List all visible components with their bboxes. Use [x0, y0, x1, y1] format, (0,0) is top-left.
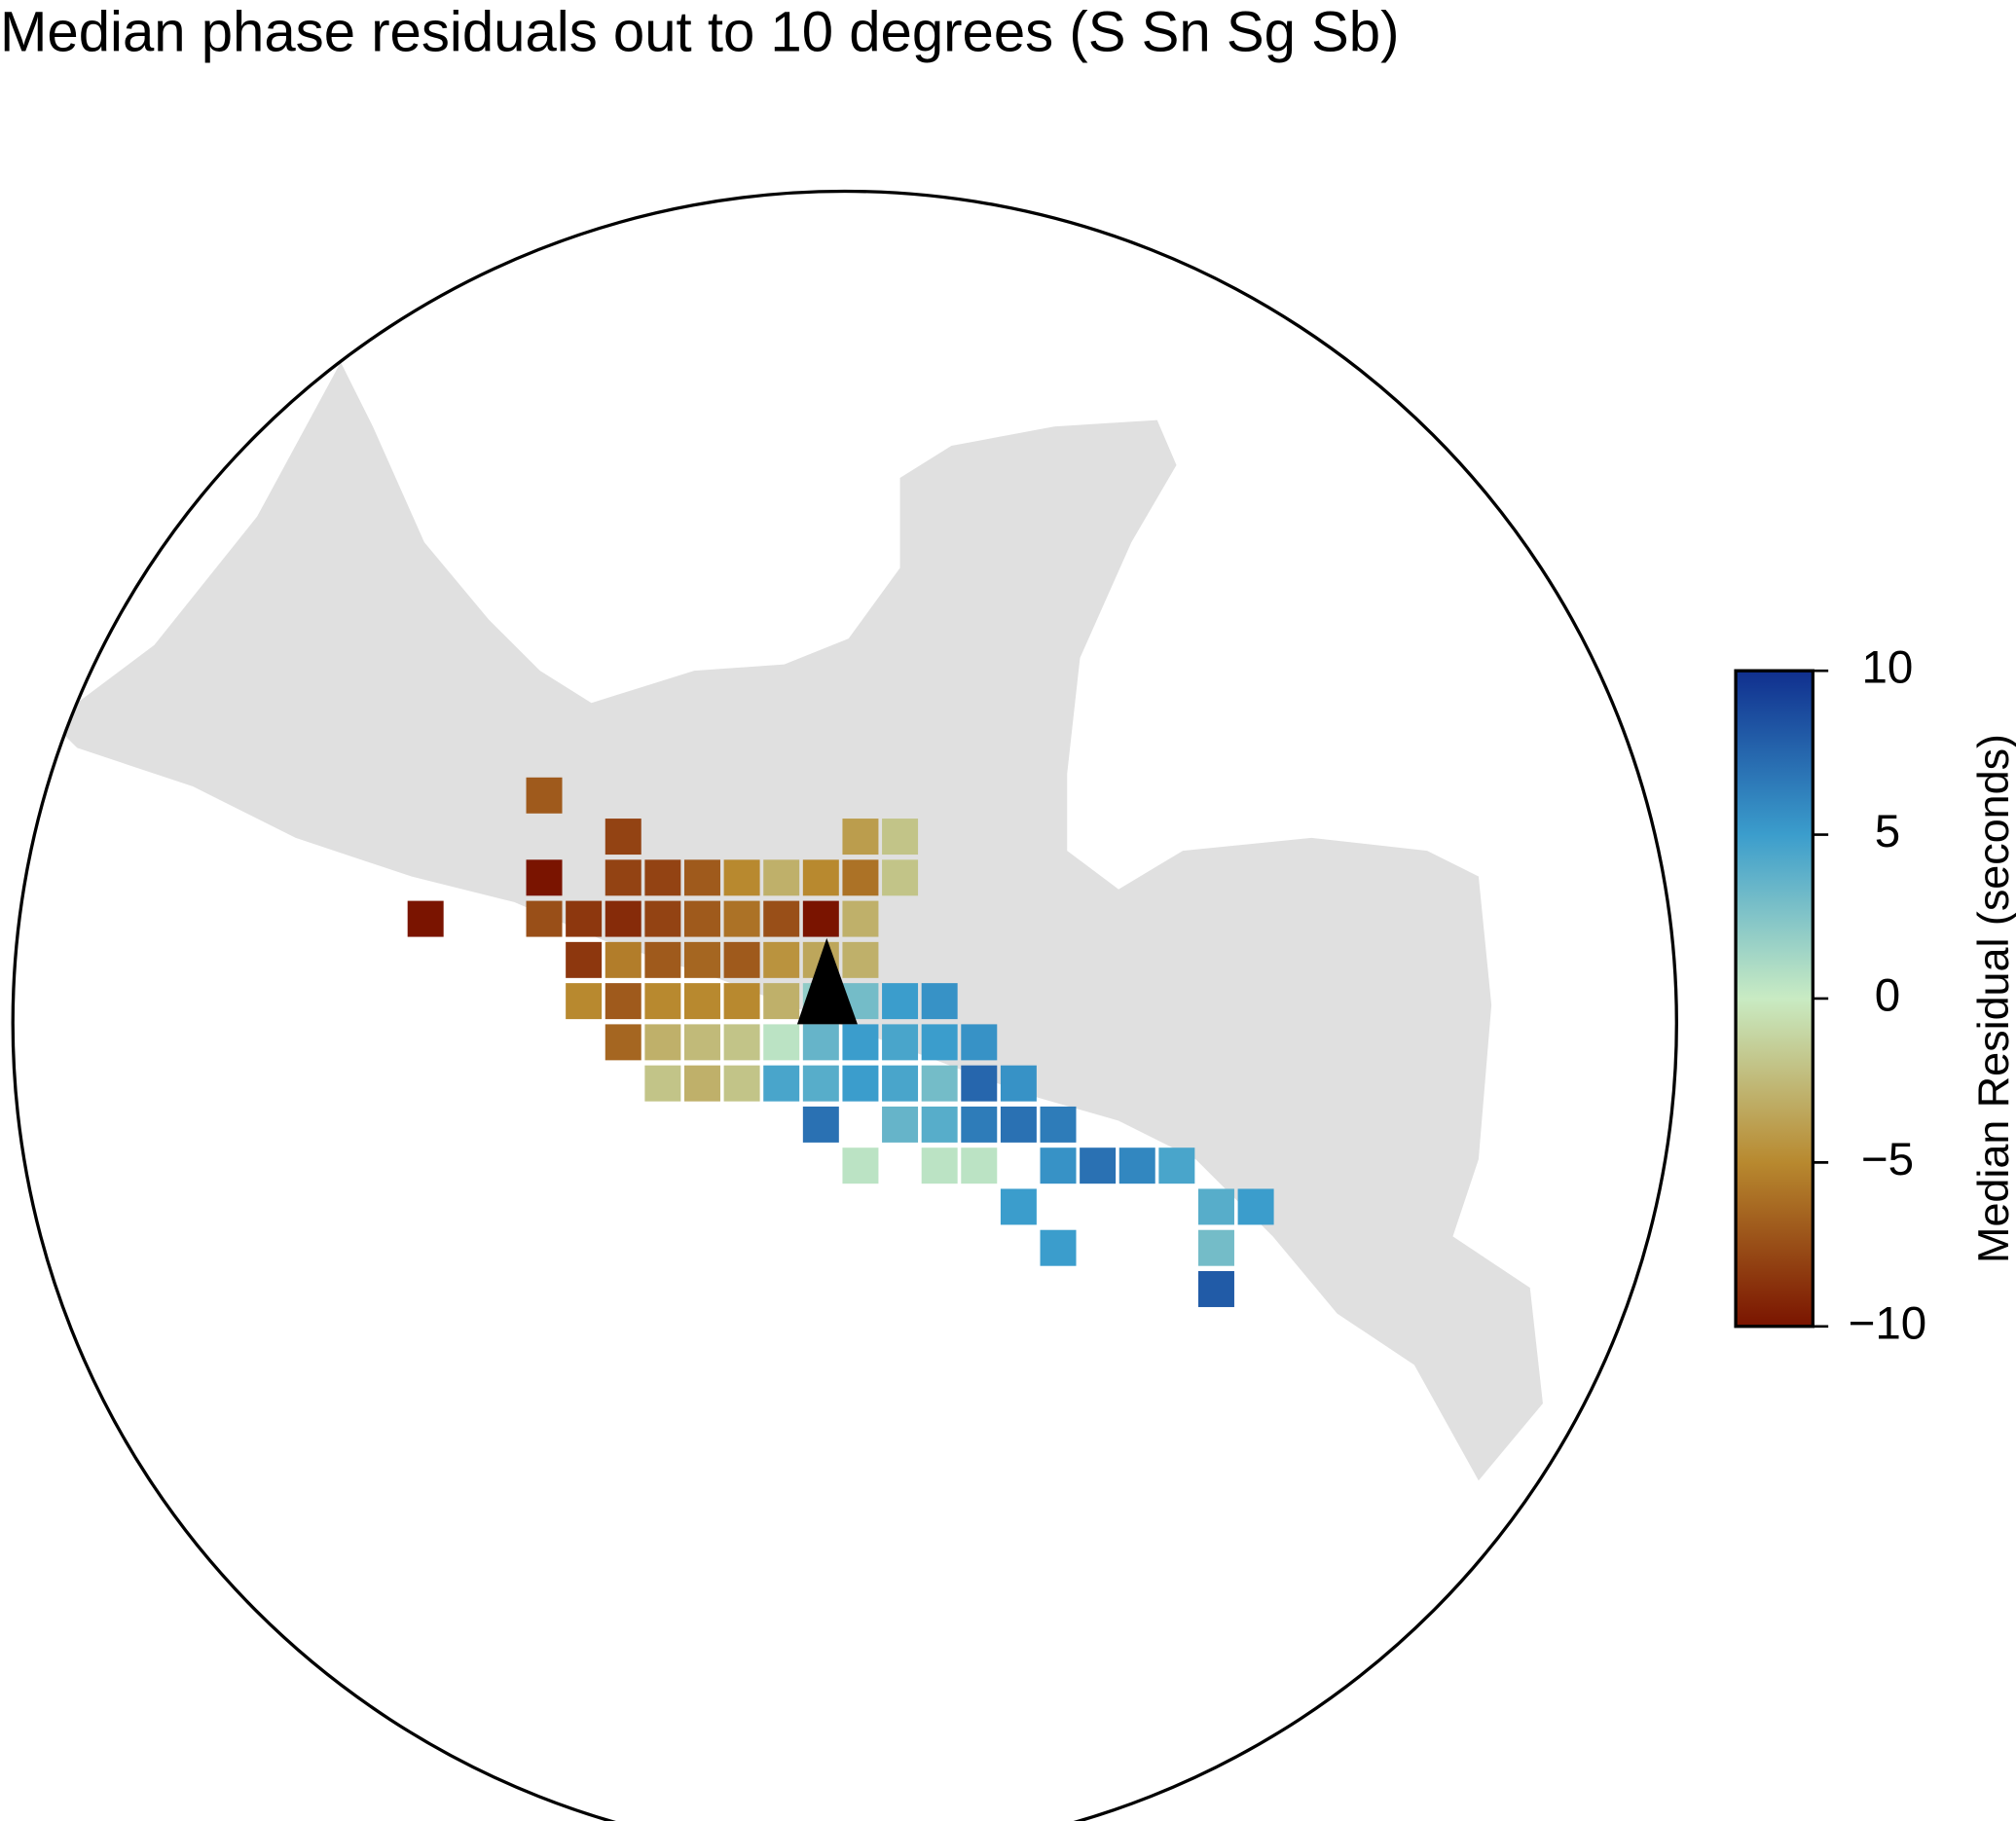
- grid-cell: [802, 1065, 839, 1102]
- grid-cell: [605, 900, 641, 937]
- grid-cell: [882, 983, 919, 1020]
- chart-title: Median phase residuals out to 10 degrees…: [0, 1, 1399, 64]
- map-frame: [11, 190, 1678, 1821]
- grid-cell: [605, 941, 641, 978]
- grid-cell: [842, 1024, 879, 1061]
- grid-cell: [1237, 1188, 1274, 1225]
- grid-cell: [605, 983, 641, 1020]
- grid-cell: [605, 859, 641, 896]
- grid-cell: [644, 1065, 681, 1102]
- grid-cell: [763, 1024, 800, 1061]
- grid-cell: [683, 1024, 720, 1061]
- grid-cell: [566, 941, 603, 978]
- grid-cell: [644, 941, 681, 978]
- grid-cell: [1000, 1188, 1037, 1225]
- grid-cell: [802, 1024, 839, 1061]
- grid-cell: [723, 859, 760, 896]
- grid-cell: [644, 900, 681, 937]
- colorbar-tick-label: −5: [1861, 1134, 1914, 1185]
- grid-cell: [605, 1024, 641, 1061]
- grid-cell: [1197, 1188, 1234, 1225]
- grid-cell: [1000, 1106, 1037, 1143]
- grid-cell: [842, 941, 879, 978]
- grid-cell: [1040, 1147, 1077, 1184]
- grid-cell: [842, 819, 879, 856]
- grid-cell: [763, 900, 800, 937]
- grid-cell: [921, 1065, 958, 1102]
- station-marker: [796, 937, 858, 1025]
- grid-cell: [407, 900, 444, 937]
- grid-cell: [1158, 1147, 1195, 1184]
- grid-cell: [1197, 1270, 1234, 1307]
- grid-cell: [921, 1106, 958, 1143]
- grid-cell: [961, 1024, 998, 1061]
- grid-cell: [763, 1065, 800, 1102]
- grid-cell: [683, 941, 720, 978]
- grid-cell: [1040, 1229, 1077, 1266]
- grid-cell: [566, 900, 603, 937]
- grid-cell: [683, 1065, 720, 1102]
- colorbar: [1734, 669, 1814, 1329]
- grid-cell: [763, 941, 800, 978]
- grid-cell: [763, 983, 800, 1020]
- grid-cell: [723, 1065, 760, 1102]
- grid-cell: [644, 1024, 681, 1061]
- grid-cell: [1040, 1106, 1077, 1143]
- grid-cell: [882, 819, 919, 856]
- grid-cell: [882, 859, 919, 896]
- grid-cell: [1000, 1065, 1037, 1102]
- grid-cell: [961, 1065, 998, 1102]
- grid-cell: [644, 983, 681, 1020]
- grid-cell: [1118, 1147, 1155, 1184]
- grid-cell: [763, 859, 800, 896]
- grid-cell: [723, 1024, 760, 1061]
- grid-cell: [882, 1024, 919, 1061]
- colorbar-tick-label: 0: [1875, 970, 1900, 1022]
- grid-cell: [961, 1147, 998, 1184]
- grid-cell: [566, 983, 603, 1020]
- grid-cell: [802, 859, 839, 896]
- grid-cell: [723, 900, 760, 937]
- grid-cell: [605, 819, 641, 856]
- grid-cell: [1080, 1147, 1117, 1184]
- grid-cell: [683, 983, 720, 1020]
- grid-cell: [526, 859, 563, 896]
- colorbar-tick-label: 5: [1875, 806, 1900, 857]
- grid-cell: [882, 1106, 919, 1143]
- grid-cell: [644, 859, 681, 896]
- grid-cell: [921, 1147, 958, 1184]
- grid-cell: [683, 900, 720, 937]
- grid-cell: [842, 1065, 879, 1102]
- grid-cell: [882, 1065, 919, 1102]
- grid-cell: [921, 983, 958, 1020]
- grid-cell: [802, 1106, 839, 1143]
- grid-cell: [842, 1147, 879, 1184]
- grid-cell: [683, 859, 720, 896]
- grid-cell: [842, 859, 879, 896]
- grid-cell: [1197, 1229, 1234, 1266]
- grid-cell: [526, 900, 563, 937]
- grid-cell: [961, 1106, 998, 1143]
- grid-cell: [526, 777, 563, 814]
- grid-cell: [842, 900, 879, 937]
- colorbar-tick-label: −10: [1849, 1297, 1927, 1349]
- grid-cell: [802, 900, 839, 937]
- grid-cell: [723, 983, 760, 1020]
- colorbar-tick-label: 10: [1861, 642, 1913, 694]
- grid-cell: [921, 1024, 958, 1061]
- grid-cell: [723, 941, 760, 978]
- colorbar-label: Median Residual (seconds): [1968, 734, 2016, 1263]
